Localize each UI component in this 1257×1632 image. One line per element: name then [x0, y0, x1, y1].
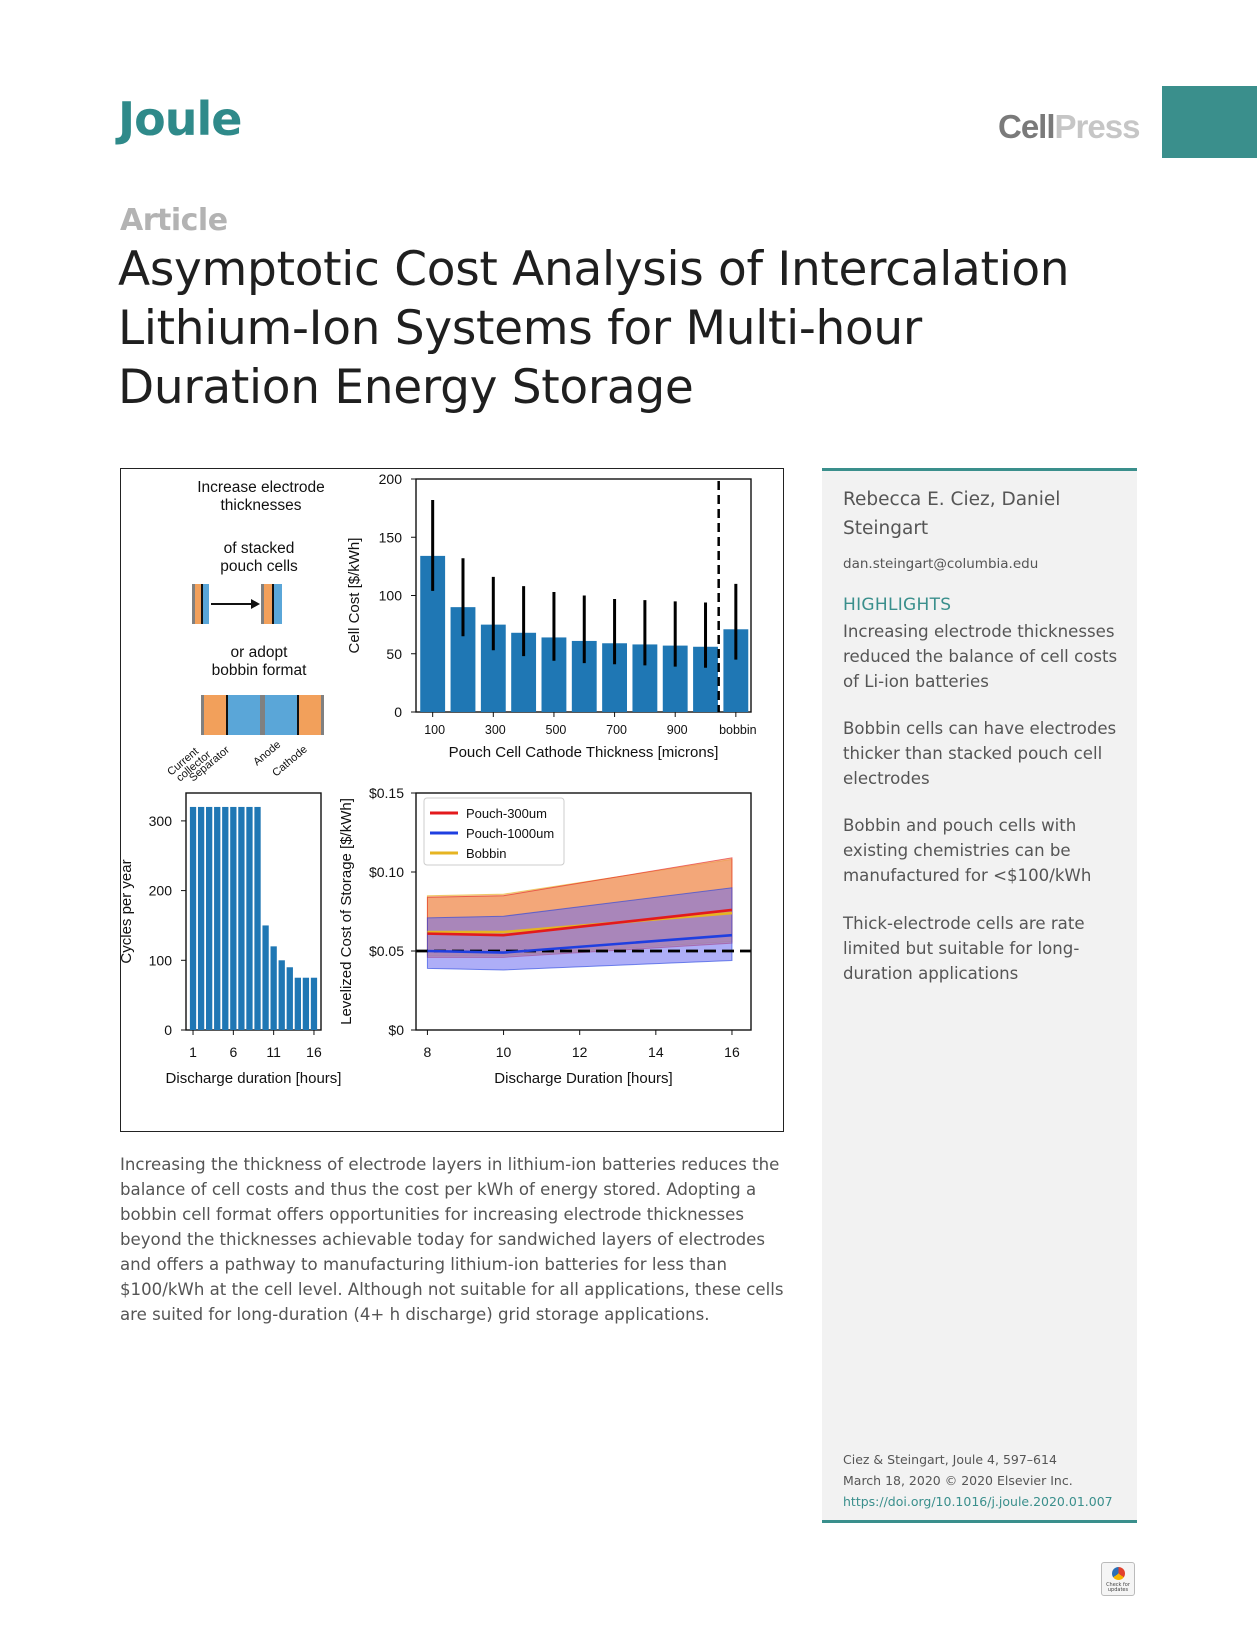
- y-tick-label: 100: [379, 588, 403, 604]
- publisher-logo-part2: Press: [1054, 108, 1141, 145]
- y-axis-label: Cycles per year: [121, 859, 135, 963]
- levelized-cost-line-chart: Pouch-300um Pouch-1000um Bobbin $0 $0.05 $0.1…: [338, 785, 752, 1087]
- publisher-logo: CellPress: [998, 108, 1141, 146]
- schematic-text-line5: or adopt: [231, 644, 289, 661]
- bar: [254, 806, 261, 1030]
- highlight-item: Increasing electrode thicknesses reduced…: [843, 622, 1118, 691]
- x-axis-label: Pouch Cell Cathode Thickness [microns]: [449, 744, 719, 761]
- x-tick-label: 300: [485, 723, 506, 737]
- schematic-text-line1: Increase electrode: [197, 479, 325, 496]
- y-tick-label: 50: [386, 646, 402, 662]
- series-line: [427, 908, 733, 937]
- legend-label: Bobbin: [466, 846, 506, 861]
- bar: [278, 960, 285, 1030]
- y-tick-label: 0: [394, 704, 402, 720]
- y-tick-label: $0.15: [369, 785, 404, 801]
- bar: [262, 925, 269, 1030]
- y-tick-label: $0.10: [369, 864, 404, 880]
- y-tick-label: $0.05: [369, 943, 404, 959]
- x-tick-label: 500: [546, 723, 567, 737]
- y-tick-label: 200: [149, 883, 173, 899]
- x-axis-label: Discharge Duration [hours]: [494, 1070, 672, 1087]
- x-axis-label: Discharge duration [hours]: [166, 1070, 342, 1087]
- x-tick-label: 11: [266, 1044, 281, 1060]
- x-tick-label: 10: [496, 1044, 512, 1060]
- doi-link[interactable]: https://doi.org/10.1016/j.joule.2020.01.…: [843, 1494, 1113, 1509]
- bar: [294, 977, 301, 1030]
- citation-block: Ciez & Steingart, Joule 4, 597–614 March…: [843, 1449, 1113, 1512]
- highlight-item: Thick-electrode cells are rate limited b…: [843, 914, 1085, 983]
- journal-logo: Joule: [118, 92, 242, 146]
- article-type-label: Article: [120, 203, 228, 238]
- x-tick-label: 12: [572, 1044, 588, 1060]
- bar: [238, 806, 245, 1030]
- bar: [246, 806, 253, 1030]
- citation-line1: Ciez & Steingart, Joule 4, 597–614: [843, 1452, 1057, 1467]
- y-tick-label: 150: [379, 529, 403, 545]
- authors: Rebecca E. Ciez, Daniel Steingart: [843, 489, 1061, 539]
- bar: [214, 806, 221, 1030]
- publisher-logo-part1: Cell: [998, 108, 1056, 145]
- x-tick-label: bobbin: [719, 723, 757, 737]
- schematic-text-line3: of stacked: [224, 540, 295, 557]
- bar: [302, 977, 310, 1030]
- highlights-heading: HIGHLIGHTS: [843, 595, 952, 615]
- arrow-icon: [211, 599, 260, 609]
- x-tick-label: 16: [724, 1044, 740, 1060]
- plot-frame: [415, 792, 752, 1031]
- bar: [286, 967, 293, 1030]
- series-line: [427, 933, 733, 954]
- graphical-abstract-svg: Increase electrode thicknesses of stacke…: [118, 471, 757, 1087]
- highlight-item: Bobbin cells can have electrodes thicker…: [843, 719, 1117, 788]
- y-tick-label: $0: [388, 1022, 404, 1038]
- y-tick-label: 0: [164, 1022, 172, 1038]
- x-tick-label: 700: [606, 723, 627, 737]
- x-tick-label: 14: [648, 1044, 664, 1060]
- y-tick-label: 300: [149, 813, 173, 829]
- x-tick-label: 900: [667, 723, 688, 737]
- y-axis-label: Levelized Cost of Storage [$/kWh]: [338, 798, 355, 1025]
- bar: [197, 806, 205, 1030]
- check-for-updates-button[interactable]: Check for updates: [1101, 1562, 1135, 1596]
- corresponding-email[interactable]: dan.steingart@columbia.edu: [843, 556, 1039, 572]
- bar: [230, 806, 237, 1030]
- thin-electrode-cell: [192, 584, 209, 624]
- plot-frame: [185, 792, 322, 1031]
- badge-line1: Check for: [1106, 1582, 1130, 1588]
- y-tick-label: 200: [379, 471, 403, 487]
- check-for-updates-label: Check for updates: [1102, 1583, 1134, 1593]
- article-title: Asymptotic Cost Analysis of Intercalatio…: [118, 242, 1070, 415]
- x-tick-label: 16: [306, 1044, 322, 1060]
- bar: [206, 806, 213, 1030]
- bar: [270, 946, 277, 1030]
- x-tick-label: 100: [424, 723, 445, 737]
- bar: [310, 977, 318, 1030]
- legend-label: Pouch-300um: [466, 806, 547, 821]
- x-tick-label: 8: [424, 1044, 432, 1060]
- x-tick-label: 6: [229, 1044, 237, 1060]
- schematic-text-line4: pouch cells: [220, 558, 298, 575]
- bar: [189, 806, 197, 1030]
- abstract-text: Increasing the thickness of electrode la…: [120, 1155, 784, 1324]
- graphical-abstract-figure: Increase electrode thicknesses of stacke…: [118, 468, 784, 1132]
- bar: [222, 806, 229, 1030]
- schematic-text-line6: bobbin format: [212, 662, 307, 679]
- highlight-item: Bobbin and pouch cells with existing che…: [843, 816, 1092, 885]
- legend-box: [423, 797, 565, 866]
- x-tick-label: 1: [189, 1044, 197, 1060]
- uncertainty-band: [426, 887, 733, 971]
- bobbin-cell-layers: [201, 695, 324, 735]
- y-axis-label: Cell Cost [$/kWh]: [346, 538, 363, 654]
- article-info-sidebar: Rebecca E. Ciez, Daniel Steingart dan.st…: [822, 468, 1137, 1523]
- crossmark-icon: [1112, 1567, 1125, 1580]
- y-tick-label: 100: [149, 952, 173, 968]
- thick-electrode-cell: [261, 584, 282, 624]
- section-color-tab: [1162, 86, 1257, 158]
- citation-line2: March 18, 2020 © 2020 Elsevier Inc.: [843, 1473, 1073, 1488]
- badge-line2: updates: [1107, 1587, 1129, 1593]
- schematic-text-line2: thicknesses: [221, 497, 302, 514]
- legend-label: Pouch-1000um: [466, 826, 554, 841]
